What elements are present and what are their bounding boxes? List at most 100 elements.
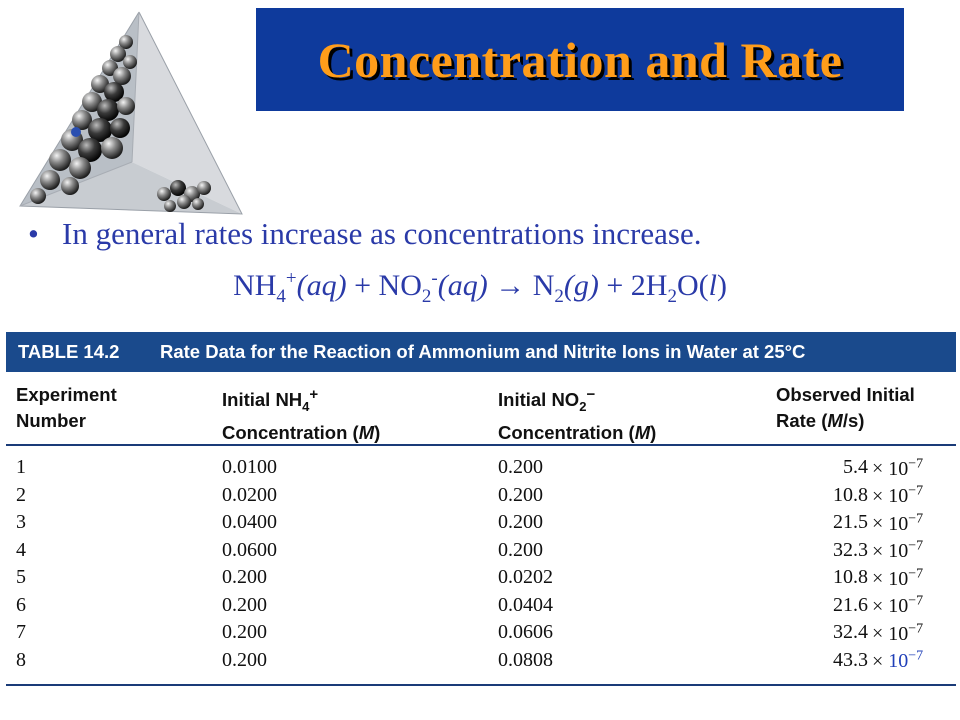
nh4-concentration: 0.0600 bbox=[222, 538, 277, 561]
product-water: 2H bbox=[630, 269, 668, 302]
reactant-no2: NO bbox=[378, 269, 422, 302]
no2-concentration: 0.200 bbox=[498, 456, 543, 478]
rate-value: 32.4 bbox=[833, 621, 868, 643]
column-header-part: ) bbox=[650, 421, 657, 443]
reactant-no2-subscript: 2 bbox=[421, 286, 432, 307]
power-base: 10 bbox=[888, 457, 909, 480]
rate-value: 21.5 bbox=[833, 511, 868, 533]
table-row: 5 0.200 0.0202 10.8 × 10−7 bbox=[6, 566, 956, 594]
page-title: Concentration and Rate bbox=[317, 31, 843, 88]
reactant-nh4-phase: (aq) bbox=[296, 269, 347, 302]
molecular-tetrahedron-icon bbox=[19, 11, 243, 215]
nh4-concentration: 0.0400 bbox=[222, 511, 277, 533]
column-header-charge: − bbox=[586, 386, 596, 403]
column-header-text: Initial NO2− bbox=[498, 382, 656, 420]
product-water-phase: l bbox=[708, 269, 717, 302]
column-header-unit: M bbox=[358, 421, 375, 443]
no2-concentration: 0.200 bbox=[498, 538, 543, 561]
power-exponent: −7 bbox=[908, 483, 924, 499]
bullet-text: In general rates increase as concentrati… bbox=[62, 216, 702, 251]
table-label: TABLE 14.2 bbox=[18, 341, 120, 362]
power-exponent: −7 bbox=[908, 511, 924, 526]
rate-exponent: × 10−7 bbox=[872, 484, 923, 509]
power-of-ten: 10−7 bbox=[888, 511, 924, 535]
power-exponent: −7 bbox=[908, 456, 924, 471]
times-sign: × bbox=[872, 512, 884, 535]
rate-value: 10.8 bbox=[833, 483, 868, 506]
rate-value: 10.8 bbox=[833, 566, 868, 588]
column-header-no2: Initial NO2− Concentration (M) bbox=[498, 382, 656, 446]
no2-concentration: 0.200 bbox=[498, 511, 543, 533]
bullet-point: • In general rates increase as concentrat… bbox=[28, 216, 928, 252]
reactant-no2-charge: - bbox=[431, 268, 438, 289]
table-row: 6 0.200 0.0404 21.6 × 10−7 bbox=[6, 594, 956, 622]
column-header-text: Experiment bbox=[16, 384, 117, 405]
rate-exponent: × 10−7 bbox=[872, 649, 923, 674]
column-header-subscript: 2 bbox=[579, 398, 587, 414]
column-header-part: ) bbox=[374, 421, 381, 443]
nh4-concentration: 0.0200 bbox=[222, 483, 277, 506]
experiment-number: 8 bbox=[16, 648, 26, 671]
power-exponent: −7 bbox=[908, 538, 924, 554]
power-of-ten: 10−7 bbox=[888, 648, 924, 673]
reactant-nh4-subscript: 4 bbox=[276, 286, 286, 307]
rate-data-table: TABLE 14.2 Rate Data for the Reaction of… bbox=[6, 332, 956, 686]
column-header-part: Concentration ( bbox=[498, 421, 635, 443]
column-header-text: Concentration (M) bbox=[498, 420, 656, 446]
table-row: 4 0.0600 0.200 32.3 × 10−7 bbox=[6, 539, 956, 567]
table-row: 2 0.0200 0.200 10.8 × 10−7 bbox=[6, 484, 956, 512]
table-bottom-rule bbox=[6, 684, 956, 686]
rate-value: 21.6 bbox=[833, 593, 868, 616]
column-header-text: Rate (M/s) bbox=[776, 408, 915, 434]
times-sign: × bbox=[872, 540, 884, 563]
bullet-marker: • bbox=[28, 216, 39, 251]
table-body: 1 0.0100 0.200 5.4 × 10−7 2 0.0200 0.200 10.8 × 1… bbox=[6, 446, 956, 684]
experiment-number: 1 bbox=[16, 456, 26, 478]
column-header-charge: + bbox=[309, 386, 319, 403]
column-header-subscript: 4 bbox=[302, 398, 310, 414]
experiment-number: 5 bbox=[16, 566, 26, 588]
reactant-nh4-charge: + bbox=[285, 268, 297, 289]
no2-concentration: 0.0202 bbox=[498, 566, 553, 588]
power-exponent: −7 bbox=[908, 648, 924, 664]
rate-exponent: × 10−7 bbox=[872, 511, 923, 536]
rate-exponent: × 10−7 bbox=[872, 539, 923, 564]
product-water-close: ) bbox=[716, 269, 727, 302]
times-sign: × bbox=[872, 567, 884, 590]
rate-exponent: × 10−7 bbox=[872, 456, 923, 481]
no2-concentration: 0.0404 bbox=[498, 593, 553, 616]
experiment-number: 6 bbox=[16, 593, 26, 616]
table-row: 8 0.200 0.0808 43.3 × 10−7 bbox=[6, 649, 956, 677]
no2-concentration: 0.0808 bbox=[498, 648, 553, 671]
table-column-headers: Experiment Number Initial NH4+ Concentra… bbox=[6, 372, 956, 444]
power-base: 10 bbox=[888, 512, 909, 535]
column-header-nh4: Initial NH4+ Concentration (M) bbox=[222, 382, 380, 446]
table-divider bbox=[6, 444, 956, 446]
power-exponent: −7 bbox=[908, 621, 924, 636]
rate-exponent: × 10−7 bbox=[872, 621, 923, 646]
power-of-ten: 10−7 bbox=[888, 538, 924, 563]
rate-value: 5.4 bbox=[843, 456, 868, 478]
power-of-ten: 10−7 bbox=[888, 566, 923, 590]
title-banner: Concentration and Rate bbox=[256, 8, 904, 111]
power-of-ten: 10−7 bbox=[888, 483, 924, 508]
times-sign: × bbox=[872, 457, 884, 480]
power-of-ten: 10−7 bbox=[888, 456, 924, 480]
rate-exponent: × 10−7 bbox=[872, 594, 923, 619]
rate-value: 32.3 bbox=[833, 538, 868, 561]
nh4-concentration: 0.200 bbox=[222, 648, 267, 671]
column-header-text: Number bbox=[16, 410, 86, 431]
times-sign: × bbox=[872, 595, 884, 618]
table-row: 1 0.0100 0.200 5.4 × 10−7 bbox=[6, 456, 956, 484]
table-row: 3 0.0400 0.200 21.5 × 10−7 bbox=[6, 511, 956, 539]
experiment-number: 3 bbox=[16, 511, 26, 533]
reactant-no2-phase: (aq) bbox=[437, 269, 488, 302]
product-water-tail: O( bbox=[676, 269, 709, 302]
power-of-ten: 10−7 bbox=[888, 594, 923, 618]
column-header-part: Rate ( bbox=[776, 410, 828, 431]
reaction-equation: NH4+(aq) + NO2-(aq) → N2(g) + 2H2O(l) bbox=[0, 268, 960, 308]
column-header-unit: M bbox=[634, 421, 651, 443]
reaction-arrow: → bbox=[487, 269, 533, 302]
power-of-ten: 10−7 bbox=[888, 621, 924, 645]
power-base: 10 bbox=[888, 595, 909, 618]
